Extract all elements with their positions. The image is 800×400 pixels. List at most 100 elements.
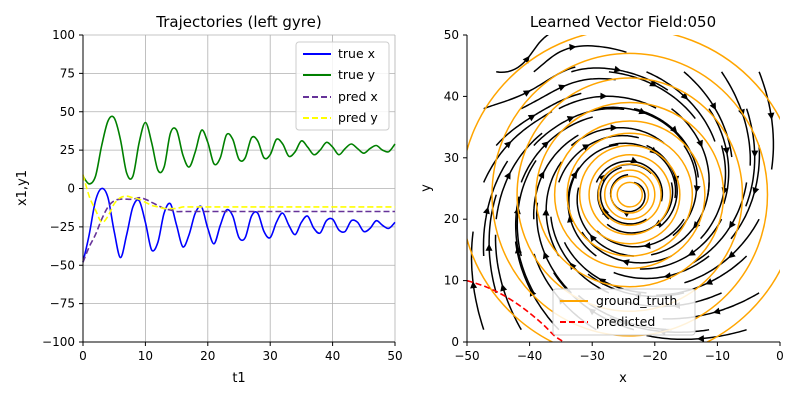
left-y-axis-label: x1,y1 [15, 170, 30, 206]
right-x-tick-label: 0 [776, 349, 784, 363]
streamline-arrow [693, 221, 701, 229]
streamline-arrow [470, 281, 478, 289]
streamline-arrow [767, 112, 775, 120]
streamline-arrow [542, 251, 550, 260]
streamline-arrow [483, 206, 490, 215]
ground-truth-ring [588, 153, 672, 236]
left-legend-box [295, 41, 390, 131]
ground-truth-ring [616, 181, 644, 208]
streamline-arrow [712, 307, 721, 315]
ground-truth-ring [491, 52, 769, 337]
right-x-tick-label: −10 [705, 349, 730, 363]
streamline-arrow [630, 156, 639, 164]
streamline-arrow [722, 147, 730, 155]
left-y-tick-label: −25 [50, 220, 75, 234]
predicted-line [467, 279, 565, 342]
streamline-arrow [537, 171, 545, 179]
legend-label-true-y: true y [338, 67, 376, 82]
left-plot-lines [82, 115, 396, 263]
streamline-arrow [696, 139, 703, 148]
left-x-tick-label: 30 [263, 349, 278, 363]
streamline-arrow [529, 289, 537, 297]
right-chart-title: Learned Vector Field:050 [530, 13, 716, 31]
left-axis-ticks: 0 10 20 30 40 50 100 75 50 25 0 −25 −50 −75 −100 [42, 28, 403, 363]
legend-label-pred-y: pred y [338, 110, 378, 125]
series-line-true-y [82, 115, 396, 185]
ground-truth-ring [597, 163, 662, 227]
right-y-tick-label: 40 [444, 89, 459, 103]
streamline-arrow [541, 141, 549, 149]
streamline-arrow [728, 220, 736, 229]
left-y-tick-label: 100 [52, 28, 75, 42]
right-y-axis-label: y [419, 184, 434, 192]
streamline-arrow [569, 43, 577, 51]
right-y-tick-label: 10 [444, 274, 459, 288]
series-line-true-x [82, 187, 396, 263]
left-x-tick-label: 50 [387, 349, 402, 363]
left-y-tick-label: −75 [50, 297, 75, 311]
left-y-tick-label: 75 [60, 66, 75, 80]
right-y-tick-label: 30 [444, 151, 459, 165]
legend-label-predicted: predicted [596, 314, 655, 329]
right-y-tick-label: 20 [444, 212, 459, 226]
right-axis-ticks: −50 −40 −30 −20 −10 0 50 40 30 20 10 0 [444, 28, 784, 363]
left-x-tick-label: 40 [325, 349, 340, 363]
left-x-tick-label: 0 [79, 349, 87, 363]
streamline-arrow [542, 208, 550, 216]
ground-truth-ring [610, 175, 650, 214]
streamline-arrow [728, 251, 736, 259]
streamline-arrow [752, 187, 760, 195]
streamline-arrow [504, 141, 512, 149]
trajectories-panel: Trajectories (left gyre) 0 10 20 30 40 50 100 7… [15, 13, 403, 386]
series-line-pred-x [82, 196, 395, 263]
legend-label-pred-x: pred x [338, 89, 378, 104]
left-chart-title: Trajectories (left gyre) [155, 13, 321, 31]
left-x-axis-label: t1 [232, 371, 245, 386]
streamline-arrow [569, 262, 577, 270]
right-legend: ground_truth predicted [552, 288, 696, 336]
left-y-tick-label: −100 [42, 335, 75, 349]
left-y-tick-label: 50 [60, 105, 75, 119]
right-y-tick-label: 50 [444, 28, 459, 42]
streamline-arrow [598, 278, 607, 285]
streamline-arrow [582, 144, 590, 151]
streamline-arrow [504, 171, 511, 180]
series-line-pred-y [82, 174, 395, 224]
streamline-arrow [610, 124, 618, 132]
left-x-tick-label: 10 [138, 349, 153, 363]
right-legend-box [552, 288, 696, 336]
ground-truth-ring [603, 169, 656, 220]
right-x-tick-label: −20 [642, 349, 667, 363]
streamline-arrow [613, 65, 622, 73]
legend-label-true-x: true x [338, 46, 375, 61]
streamline-arrow [566, 116, 575, 123]
predicted-trajectory [467, 279, 565, 342]
right-x-tick-label: −40 [517, 349, 542, 363]
streamline-arrow [622, 259, 630, 266]
streamline-arrow [649, 80, 657, 87]
ground-truth-ring [566, 132, 694, 257]
left-x-tick-label: 20 [200, 349, 215, 363]
streamline-arrow [527, 114, 536, 122]
left-y-tick-label: 0 [67, 182, 75, 196]
right-y-tick-label: 0 [451, 335, 459, 349]
streamline-arrow [696, 335, 705, 342]
left-y-tick-label: 25 [60, 143, 75, 157]
vector-field-panel: Learned Vector Field:050 −50 −40 −30 −20 −10… [419, 13, 784, 386]
legend-label-ground-truth: ground_truth [596, 293, 677, 308]
streamline-arrow [670, 125, 678, 134]
ground-truth-ring [578, 144, 681, 245]
left-y-tick-label: −50 [50, 258, 75, 272]
streamline-arrow [688, 249, 696, 256]
right-plot-area [467, 35, 780, 342]
streamline-arrow [558, 84, 566, 92]
streamline-arrow [751, 150, 759, 158]
streamline-arrow [522, 90, 531, 97]
right-x-tick-label: −50 [454, 349, 479, 363]
streamline-arrow [693, 185, 701, 193]
right-x-tick-label: −30 [580, 349, 605, 363]
right-x-axis-label: x [619, 371, 627, 386]
streamline-arrow [485, 243, 493, 251]
streamline-arrow [600, 92, 608, 100]
